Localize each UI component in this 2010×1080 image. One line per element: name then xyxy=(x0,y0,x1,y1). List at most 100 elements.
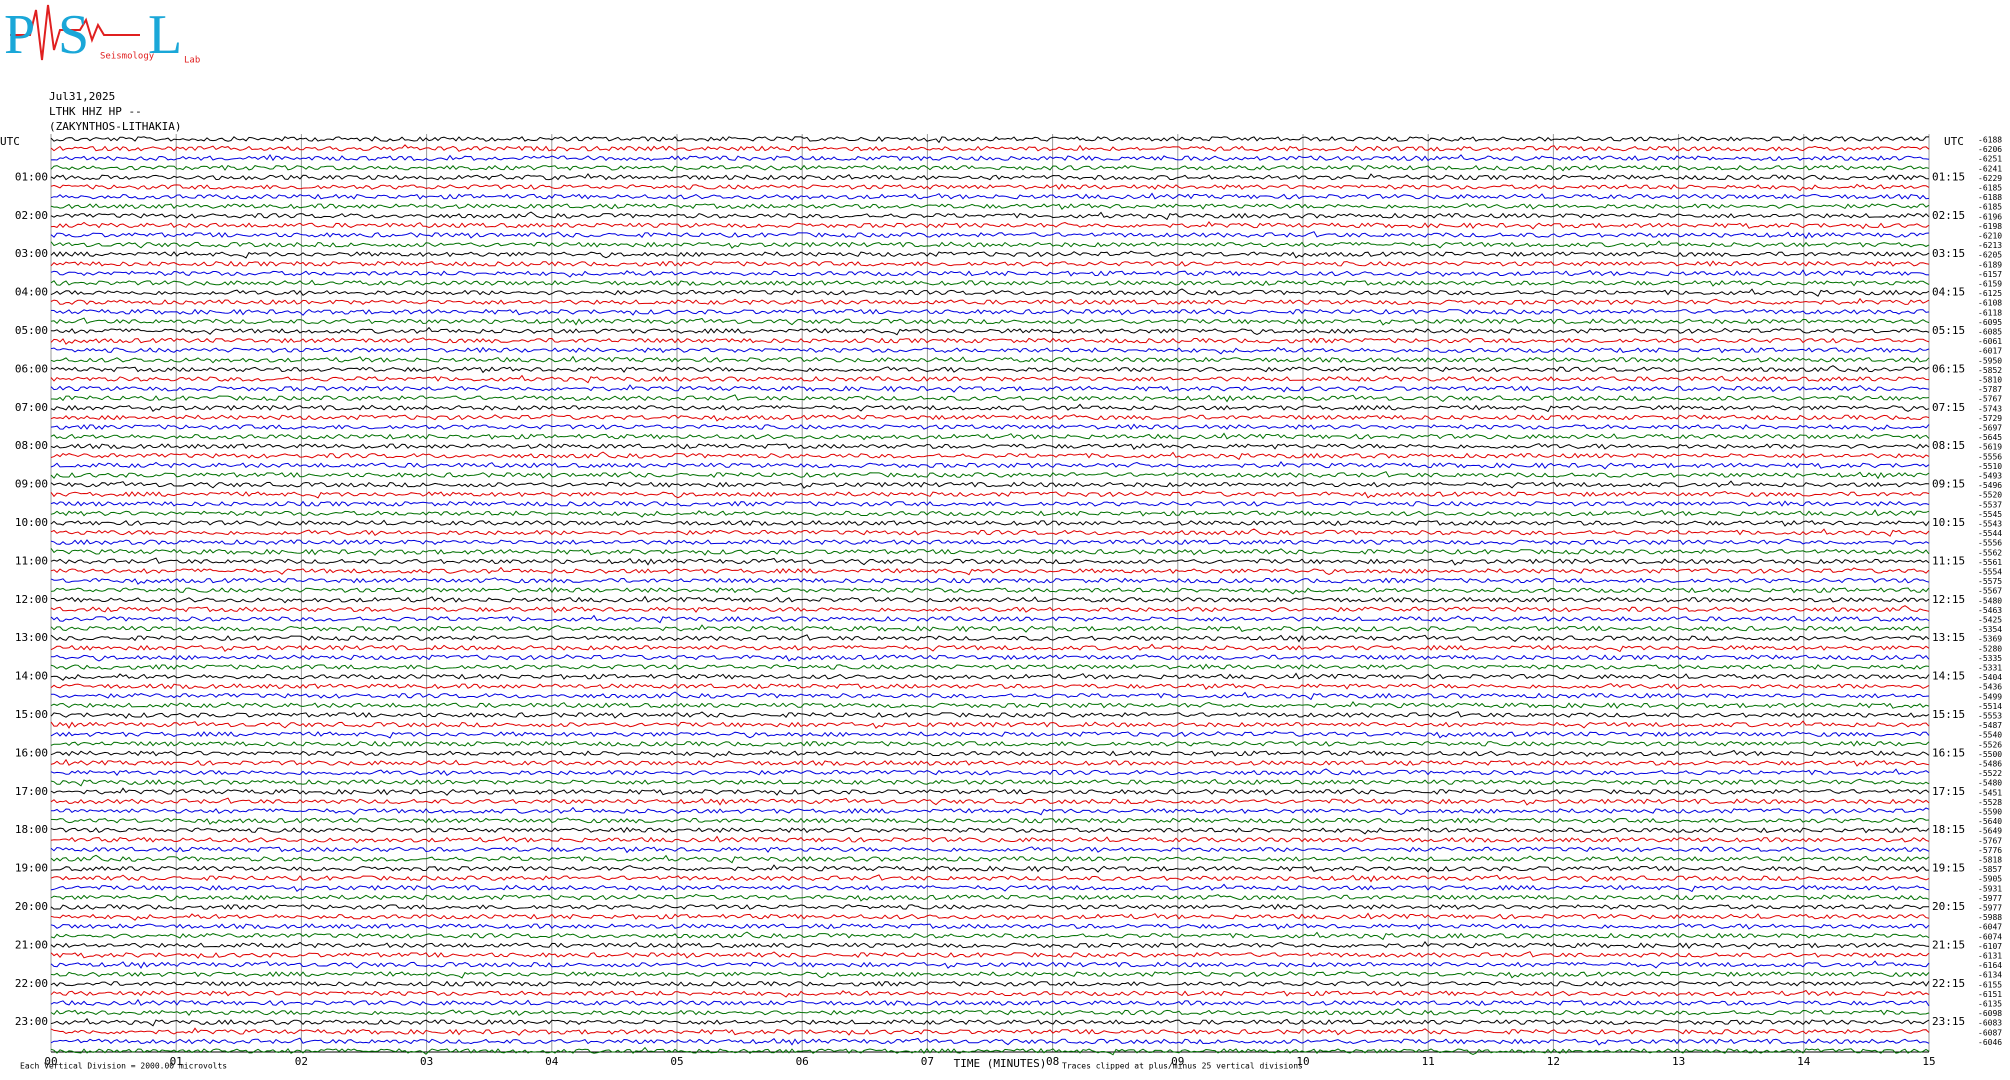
trace-offset: -6210 xyxy=(1978,232,2002,241)
trace xyxy=(50,989,1930,998)
trace xyxy=(50,308,1930,316)
trace xyxy=(50,634,1930,643)
trace-offset: -6125 xyxy=(1978,289,2002,298)
trace xyxy=(50,548,1930,556)
trace xyxy=(50,624,1930,633)
trace xyxy=(50,970,1930,979)
trace-offset: -6061 xyxy=(1978,337,2002,346)
trace xyxy=(50,835,1930,844)
hour-label: 01:00 xyxy=(15,170,48,183)
trace xyxy=(50,346,1930,355)
trace xyxy=(50,923,1930,931)
hour-label-right: 01:15 xyxy=(1932,170,1965,183)
trace xyxy=(50,423,1930,432)
trace xyxy=(50,893,1930,902)
trace-offset: -5977 xyxy=(1978,904,2002,913)
trace xyxy=(50,874,1930,883)
hour-label-right: 20:15 xyxy=(1932,900,1965,913)
trace-offset: -5619 xyxy=(1978,443,2002,452)
trace xyxy=(50,384,1930,393)
trace-offset: -6155 xyxy=(1978,980,2002,989)
hour-label-right: 07:15 xyxy=(1932,401,1965,414)
trace-offset: -6046 xyxy=(1978,1038,2002,1047)
hour-label: 20:00 xyxy=(15,900,48,913)
trace xyxy=(50,749,1930,758)
trace-offset: -5526 xyxy=(1978,740,2002,749)
trace xyxy=(50,960,1930,969)
trace xyxy=(50,528,1930,537)
trace-offset: -5496 xyxy=(1978,481,2002,490)
trace xyxy=(50,432,1930,441)
trace-offset: -5553 xyxy=(1978,712,2002,721)
hour-label: 10:00 xyxy=(15,516,48,529)
trace xyxy=(50,288,1930,297)
trace-offset: -6159 xyxy=(1978,280,2002,289)
trace xyxy=(50,941,1930,950)
hour-label: 08:00 xyxy=(15,439,48,452)
trace-offset: -5562 xyxy=(1978,548,2002,557)
trace xyxy=(50,614,1930,624)
trace xyxy=(50,500,1930,507)
trace-offset: -5528 xyxy=(1978,798,2002,807)
hour-label-right: 06:15 xyxy=(1932,362,1965,375)
trace xyxy=(50,365,1930,374)
trace-offset: -5567 xyxy=(1978,587,2002,596)
trace xyxy=(50,471,1930,480)
trace-offset: -5369 xyxy=(1978,635,2002,644)
hour-label-right: 08:15 xyxy=(1932,439,1965,452)
trace-offset: -5556 xyxy=(1978,539,2002,548)
trace-offset: -5544 xyxy=(1978,529,2002,538)
scale-note: Each Vertical Division = 2000.00 microvo… xyxy=(20,1062,227,1071)
trace-offset: -5335 xyxy=(1978,654,2002,663)
hour-label: 12:00 xyxy=(15,593,48,606)
trace-offset: -6164 xyxy=(1978,961,2002,970)
trace-offset: -6196 xyxy=(1978,212,2002,221)
trace-offset: -5931 xyxy=(1978,884,2002,893)
trace-offset: -5280 xyxy=(1978,644,2002,653)
trace xyxy=(50,854,1930,864)
trace-offset: -6135 xyxy=(1978,1000,2002,1009)
trace-offset: -6108 xyxy=(1978,299,2002,308)
hour-label-right: 05:15 xyxy=(1932,324,1965,337)
trace-offset: -5514 xyxy=(1978,702,2002,711)
trace-offset: -5545 xyxy=(1978,510,2002,519)
hour-label-right: 23:15 xyxy=(1932,1015,1965,1028)
trace xyxy=(50,1046,1930,1056)
logo-wave xyxy=(10,4,140,61)
clip-note: Traces clipped at plus/minus 25 vertical… xyxy=(1062,1062,1303,1071)
trace-offset: -6241 xyxy=(1978,164,2002,173)
trace-offset: -6074 xyxy=(1978,932,2002,941)
trace-offset: -5810 xyxy=(1978,376,2002,385)
x-tick-label: 02 xyxy=(295,1055,308,1068)
trace-offset: -5425 xyxy=(1978,616,2002,625)
trace-offset: -5645 xyxy=(1978,433,2002,442)
trace-offset: -5354 xyxy=(1978,625,2002,634)
trace-offset: -5500 xyxy=(1978,750,2002,759)
trace xyxy=(50,490,1930,499)
date: Jul31,2025 xyxy=(49,90,115,103)
hour-label: 21:00 xyxy=(15,938,48,951)
trace-offset: -5510 xyxy=(1978,462,2002,471)
hour-label-right: 15:15 xyxy=(1932,708,1965,721)
trace-offset: -5697 xyxy=(1978,424,2002,433)
trace-offset: -6098 xyxy=(1978,1009,2002,1018)
trace-offset: -5649 xyxy=(1978,827,2002,836)
trace xyxy=(50,883,1930,893)
trace xyxy=(50,355,1930,364)
x-tick-label: 03 xyxy=(420,1055,433,1068)
x-axis-label: TIME (MINUTES) xyxy=(954,1057,1047,1070)
station: LTHK HHZ HP -- xyxy=(49,105,142,118)
trace xyxy=(51,691,1930,701)
logo: P S L Seismology Lab xyxy=(4,4,200,66)
logo-letter: L xyxy=(148,4,182,66)
trace-offset: -5776 xyxy=(1978,846,2002,855)
trace-offset: -5404 xyxy=(1978,673,2002,682)
trace xyxy=(50,605,1930,614)
trace xyxy=(51,806,1930,816)
trace xyxy=(50,144,1930,152)
trace-offset: -6185 xyxy=(1978,203,2002,212)
utc-left: UTC xyxy=(0,135,20,148)
hour-label: 22:00 xyxy=(15,977,48,990)
